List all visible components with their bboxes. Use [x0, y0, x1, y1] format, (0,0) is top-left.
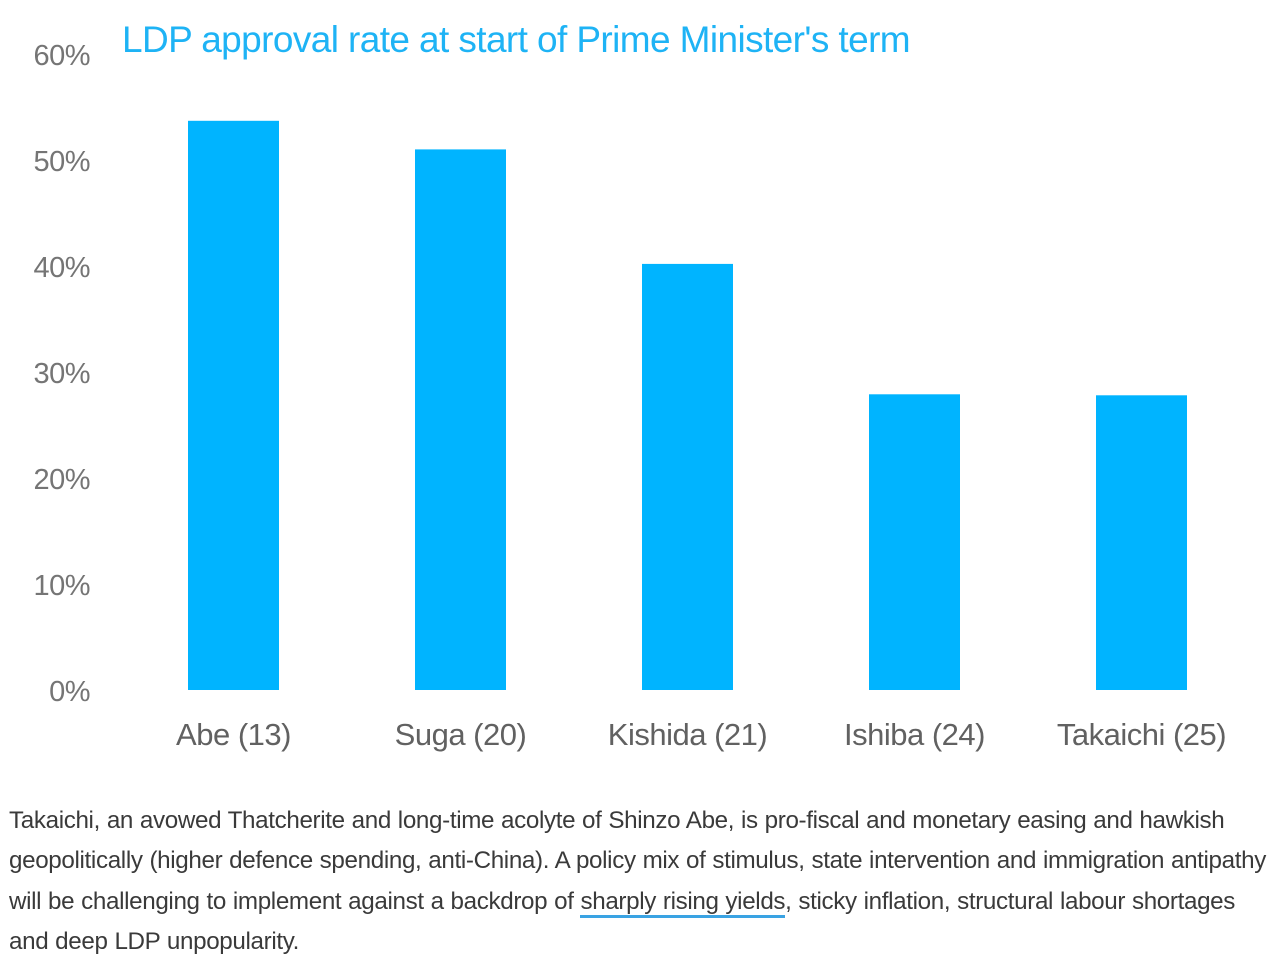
caption-text-after-link: , sticky inflation, structural labour sh… — [9, 887, 1236, 955]
bar-chart: LDP approval rate at start of Prime Mini… — [33, 19, 1227, 752]
y-tick-label: 60% — [33, 40, 90, 72]
article-paragraph: Takaichi, an avowed Thatcherite and long… — [9, 801, 1274, 962]
x-axis: Abe (13) Suga (20) Kishida (21) Ishiba (24)… — [176, 717, 1227, 752]
y-tick-label: 40% — [33, 252, 90, 284]
y-tick-label: 10% — [33, 570, 90, 602]
y-tick-label: 30% — [33, 358, 90, 390]
x-tick-label: Kishida (21) — [608, 717, 767, 752]
y-tick-label: 0% — [49, 676, 90, 708]
x-tick-label: Abe (13) — [176, 717, 291, 752]
bar — [188, 120, 279, 691]
sharply-rising-yields-link[interactable]: sharply rising yields — [580, 887, 786, 918]
bar — [1096, 395, 1187, 690]
bar — [642, 263, 733, 690]
bar — [869, 394, 960, 690]
x-tick-label: Takaichi (25) — [1057, 717, 1226, 752]
x-tick-label: Ishiba (24) — [844, 717, 985, 752]
y-tick-label: 20% — [33, 464, 90, 496]
y-axis: 0% 10% 20% 30% 40% 50% 60% — [33, 40, 90, 708]
y-tick-label: 50% — [33, 146, 90, 178]
bar — [415, 149, 506, 690]
x-tick-label: Suga (20) — [395, 717, 527, 752]
caption-text-before-link: Takaichi, an avowed Thatcherite and long… — [9, 807, 1266, 915]
bars — [188, 120, 1187, 691]
chart-title: LDP approval rate at start of Prime Mini… — [122, 19, 910, 60]
